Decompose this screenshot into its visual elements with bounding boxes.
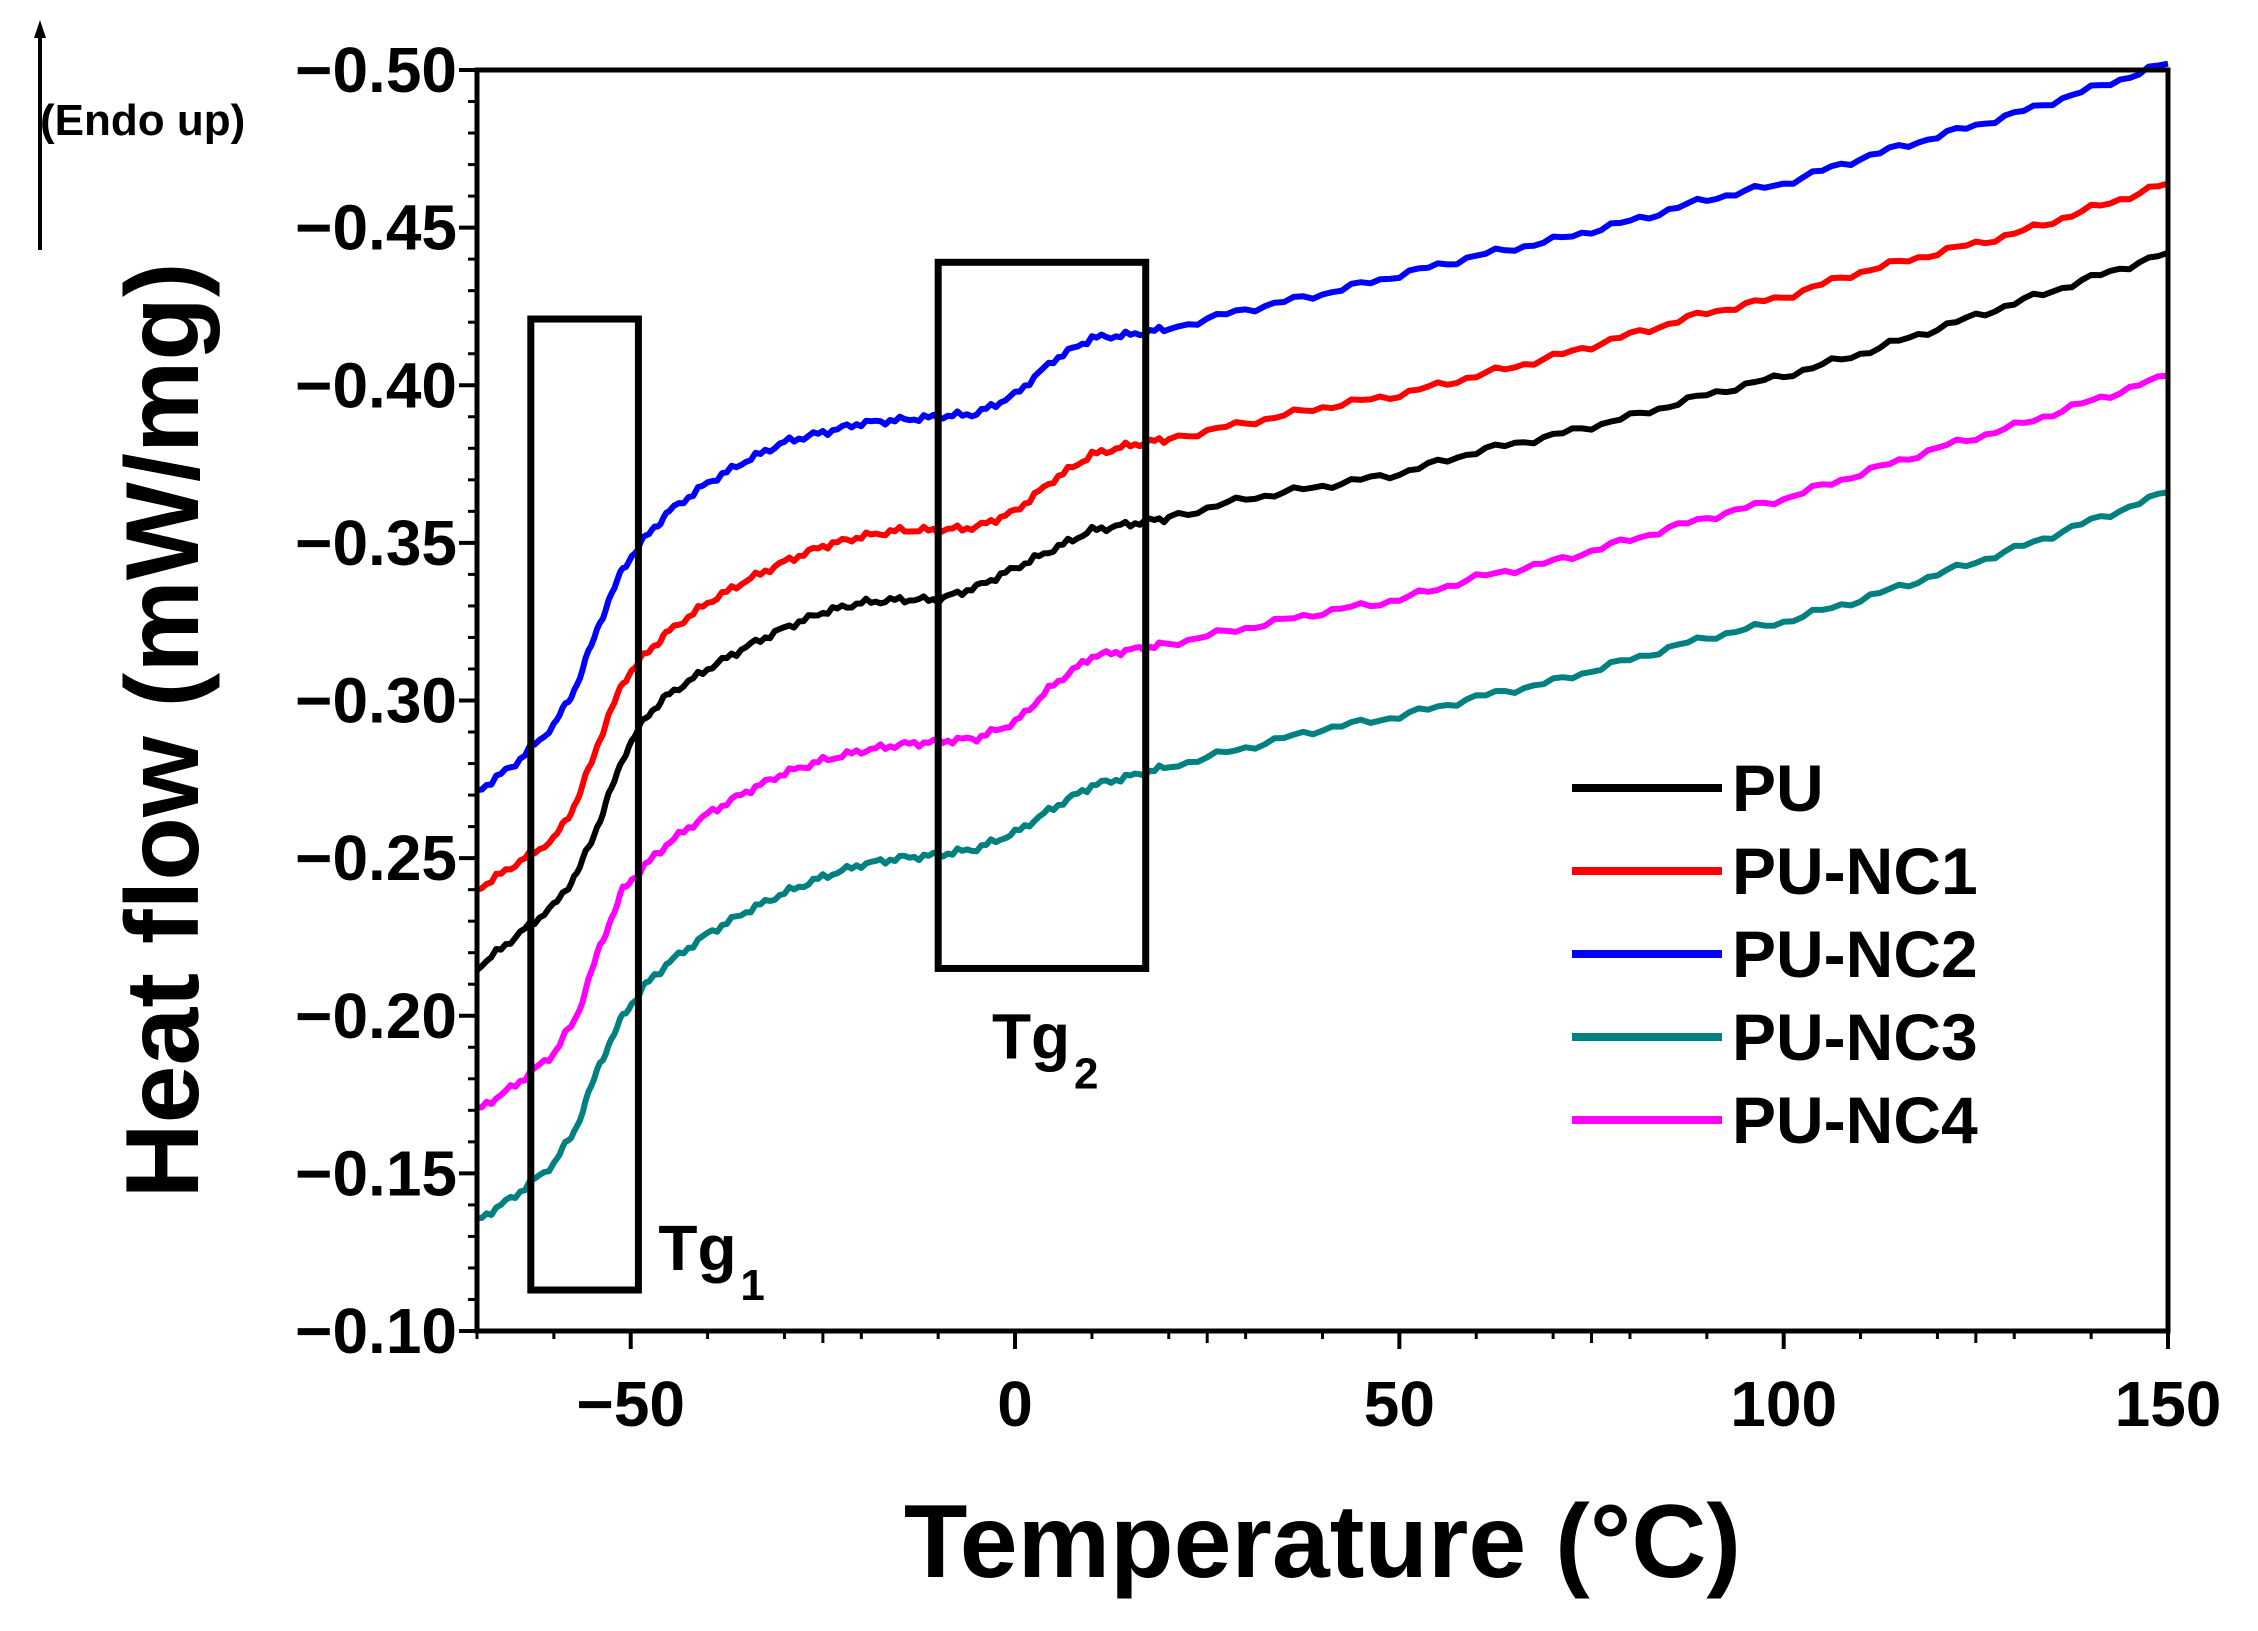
legend-label: PU-NC1 [1732,834,1978,908]
series-line-pu-nc3 [476,489,2169,1221]
endo-up-arrowhead-icon [34,20,46,38]
series-line-pu-nc1 [476,180,2169,893]
y-axis-title: Heat flow (mW/mg) [105,263,221,1199]
x-tick-label: 100 [1730,1368,1837,1440]
legend-label: PU-NC4 [1732,1083,1978,1157]
y-axis-ticks: −0.10 −0.15 −0.20 −0.25 −0.30 −0.35 −0.40 −0.45… [295,34,477,1367]
legend-label: PU [1732,751,1824,825]
x-axis-ticks: −50 0 50 100 150 [475,1331,2222,1440]
y-tick-label: −0.15 [295,1137,457,1209]
endo-up-indicator: (Endo up) [34,20,245,250]
legend-label: PU-NC3 [1732,1000,1978,1074]
x-tick-label: 0 [997,1368,1033,1440]
endo-up-label: (Endo up) [40,96,245,145]
legend: PU PU-NC1 PU-NC2 PU-NC3 PU-NC4 [1572,751,1978,1157]
x-tick-label: −50 [576,1368,685,1440]
tg-label-1: Tg [658,1212,736,1284]
y-tick-label: −0.20 [295,980,457,1052]
x-axis-title: Temperature (°C) [904,1484,1741,1600]
series-line-pu-nc2 [476,60,2169,794]
legend-label: PU-NC2 [1732,917,1978,991]
plot-lines [475,60,2169,1221]
y-tick-label: −0.35 [295,507,457,579]
series-line-pu [475,249,2169,973]
y-tick-label: −0.45 [295,192,457,264]
tg-box-2 [934,258,1150,972]
y-tick-label: −0.30 [295,665,457,737]
tg-box-1 [527,315,642,1294]
tg-label-2: Tg [992,1000,1070,1072]
y-tick-label: −0.25 [295,822,457,894]
y-tick-label: −0.40 [295,349,457,421]
x-tick-label: 150 [2115,1368,2222,1440]
tg-subscript-1: 1 [740,1261,764,1310]
x-tick-label: 50 [1364,1368,1435,1440]
y-tick-label: −0.10 [295,1295,457,1367]
y-tick-label: −0.50 [295,34,457,106]
tg-subscript-2: 2 [1074,1049,1098,1098]
series-line-pu-nc4 [476,372,2169,1111]
